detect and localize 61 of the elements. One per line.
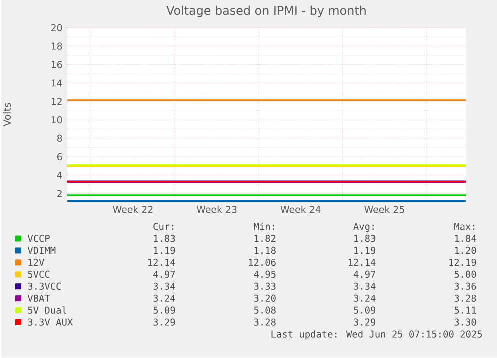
text: 5.11 (454, 306, 476, 314)
text: Cur: (154, 223, 174, 230)
text: 3.28 (454, 294, 476, 302)
text: 3.34 (354, 282, 376, 290)
x-tick-label: Week 23 (196, 206, 237, 214)
chart-title: Voltage based on IPMI - by month (166, 6, 366, 18)
y-tick-label: 16 (52, 61, 62, 68)
text: 3.29 (154, 318, 176, 326)
text: 1.18 (254, 247, 276, 254)
legend-label: 3.3VCC (28, 282, 62, 290)
y-tick-label: 6 (57, 153, 62, 161)
text: 5.09 (354, 306, 376, 314)
x-tick-label: Week 24 (280, 206, 321, 214)
text: 3.28 (254, 318, 276, 326)
text: 4.95 (254, 270, 276, 278)
legend-label: 5V Dual (28, 306, 67, 314)
text: 3.33 (254, 282, 276, 290)
text: 3.24 (154, 294, 176, 302)
text: 1.20 (455, 247, 476, 254)
legend-label: 3.3V AUX (28, 318, 74, 326)
text: 3.30 (454, 318, 476, 326)
text: 3.34 (154, 282, 176, 290)
y-tick-label: 4 (57, 172, 62, 179)
text: Avg: (354, 223, 374, 232)
text: 5.09 (154, 306, 176, 314)
text: 1.83 (154, 235, 176, 242)
text: 1.82 (254, 235, 276, 242)
text: 12.19 (450, 259, 476, 266)
text: 4.97 (154, 270, 176, 278)
text: 12.14 (148, 259, 176, 266)
text: 3.20 (254, 294, 276, 302)
text: 3.24 (354, 294, 376, 302)
text: 1.19 (354, 247, 376, 254)
text: 1.83 (354, 235, 376, 242)
text: 12.14 (348, 259, 376, 266)
text: 5.00 (454, 270, 476, 278)
y-tick-label: 14 (52, 80, 62, 87)
y-axis-title: Volts (3, 103, 11, 127)
text: Last update: Wed Jun 25 07:15:00 2025 (272, 330, 482, 340)
y-tick-label: 12 (52, 98, 62, 106)
legend-label: 12V (28, 259, 44, 266)
legend-label: VBAT (28, 295, 50, 302)
text: 4.97 (354, 270, 376, 278)
text: Max: (454, 223, 475, 230)
legend-label: VCCP (28, 235, 50, 242)
text: 3.29 (354, 318, 376, 326)
y-tick-label: 18 (52, 42, 62, 50)
x-tick-label: Week 22 (113, 206, 153, 214)
text: 5.08 (254, 306, 276, 314)
text: 12.06 (249, 259, 276, 266)
y-tick-label: 2 (58, 190, 62, 198)
x-tick-label: Week 25 (364, 206, 404, 214)
y-tick-label: 20 (52, 24, 62, 32)
y-tick-label: 10 (52, 116, 62, 124)
text: 1.19 (154, 247, 176, 254)
text: 3.36 (454, 282, 476, 290)
text: 1.84 (455, 235, 476, 242)
legend-label: 5VCC (28, 270, 50, 278)
legend-label: VDIMM (28, 247, 56, 254)
y-tick-label: 8 (57, 134, 62, 142)
text: Min: (254, 222, 274, 230)
